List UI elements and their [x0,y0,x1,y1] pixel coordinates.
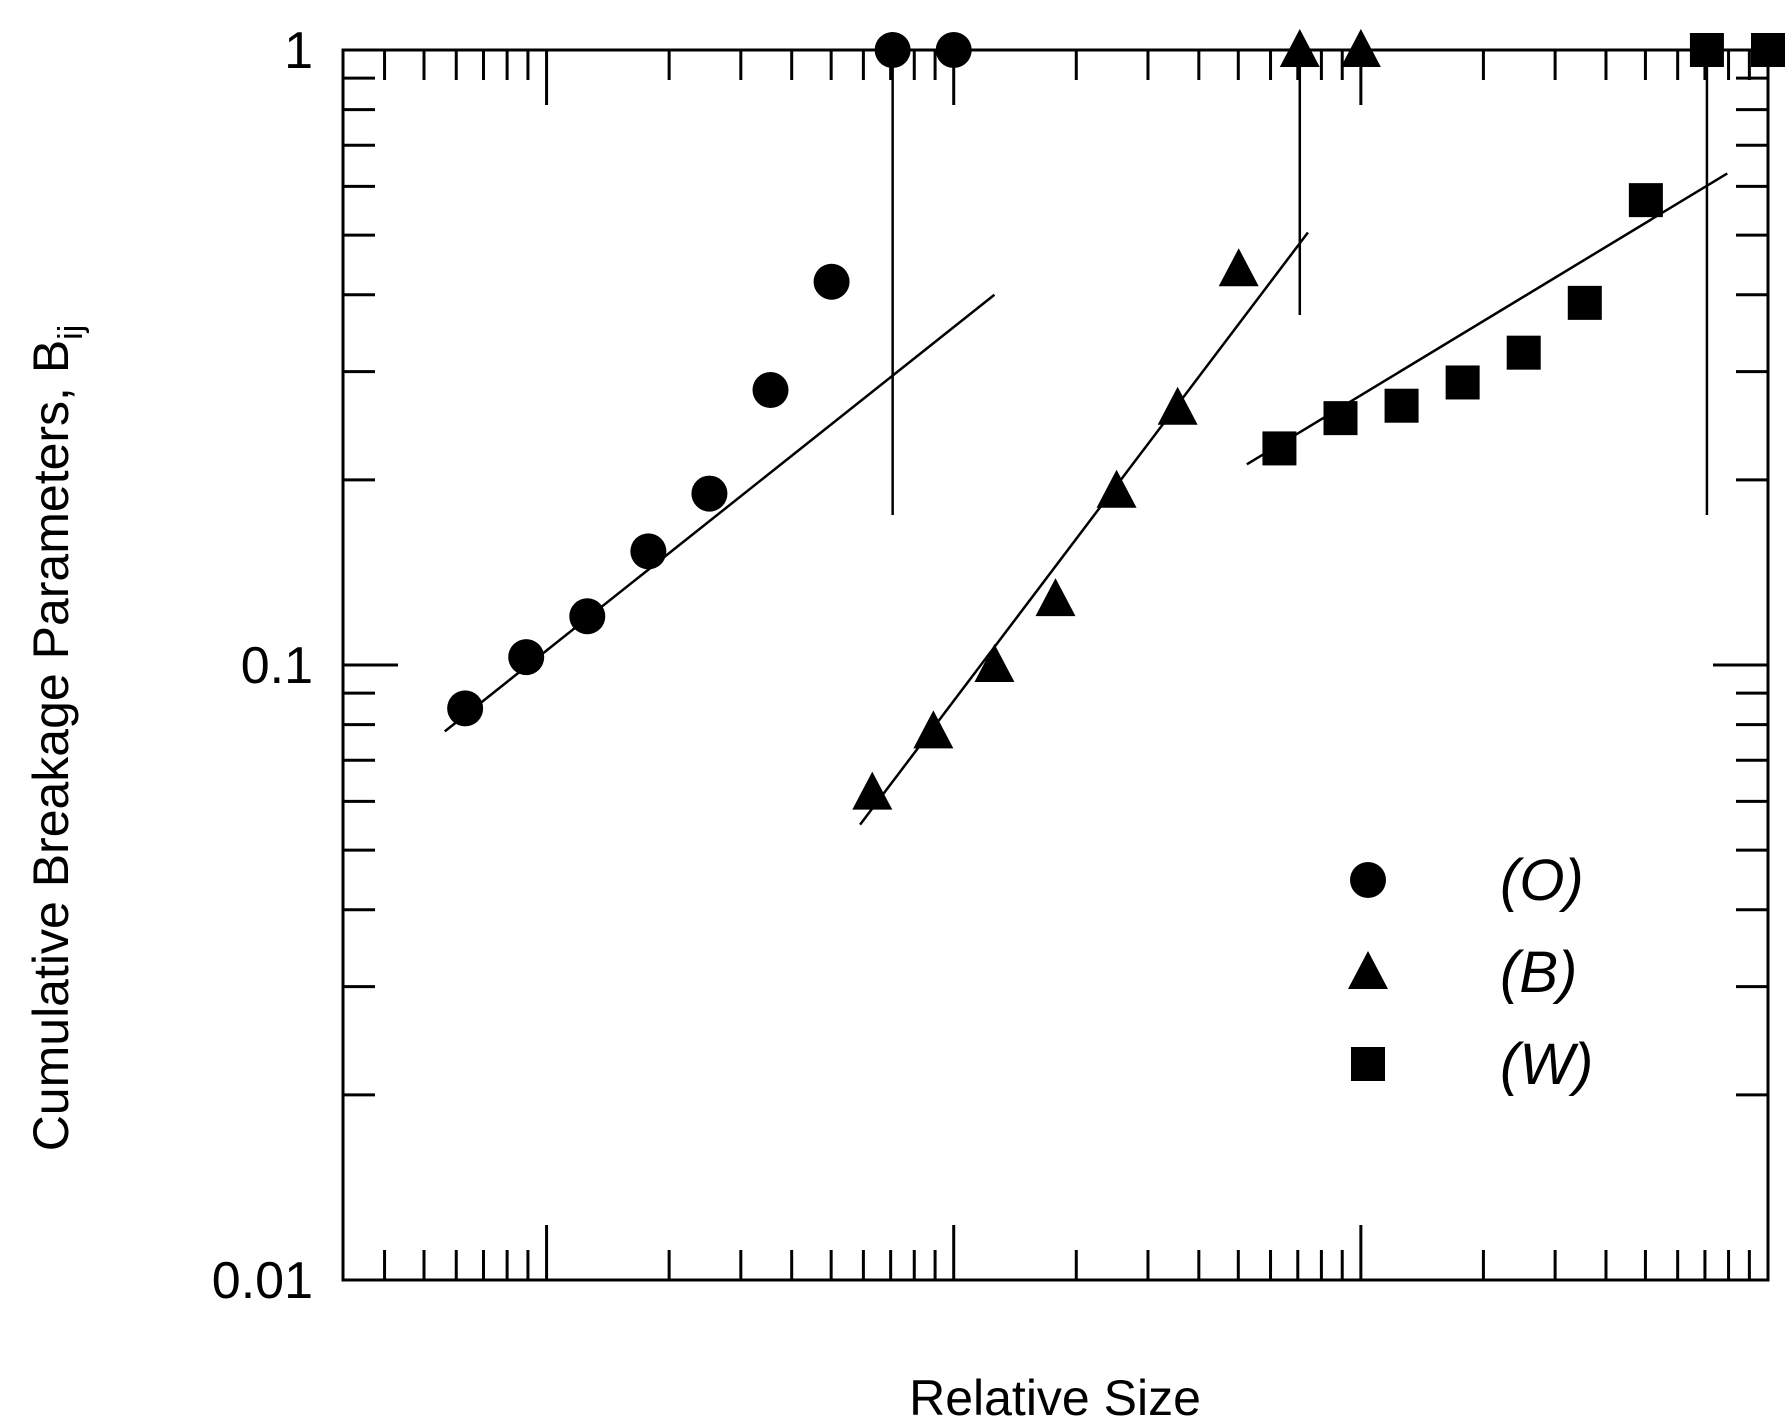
y-tick-label: 1 [284,22,313,80]
data-point-circle [447,690,484,727]
legend-marker-square [1351,1047,1385,1081]
data-point-circle [813,263,850,300]
data-point-triangle [852,771,893,810]
legend: (O) (B) (W) [1348,848,1593,1097]
y-axis-title-main: Cumulative Breakage Parameters, B [23,340,79,1151]
data-point-circle [874,32,911,68]
data-point-triangle [913,710,954,749]
data-point-square [1689,33,1724,67]
data-point-square [1506,335,1541,370]
axes [341,48,1770,1282]
y-axis-title-subscript: ij [52,325,90,340]
data-point-circle [935,32,972,68]
legend-label: (B) [1500,940,1577,1005]
data-point-square [1384,388,1419,423]
y-axis-title: Cumulative Breakage Parameters, Bij [23,325,90,1152]
data-point-circle [630,533,667,570]
data-point-square [1628,183,1663,218]
data-point-triangle [1279,29,1320,67]
y-tick-label: 0.1 [241,637,313,695]
legend-marker-triangle [1348,951,1388,989]
x-axis-title: Relative Size [909,1370,1201,1426]
data-point-square [1445,365,1480,400]
data-markers [447,29,1785,810]
data-point-circle [508,639,545,676]
data-point-triangle [1157,386,1198,425]
data-point-triangle [1096,469,1137,508]
reference-lines [891,50,1709,515]
y-tick-label: 0.01 [212,1252,313,1310]
legend-marker-circle [1350,862,1386,898]
data-point-circle [691,475,728,512]
data-point-triangle [1218,248,1259,287]
data-point-triangle [1035,578,1076,617]
data-point-square [1323,401,1358,436]
data-point-triangle [1340,29,1381,67]
data-point-circle [569,598,606,635]
data-point-square [1567,285,1602,320]
fit-lines [444,172,1728,826]
tick-labels: 1 0.1 0.01 [212,22,313,1310]
data-point-triangle [974,644,1015,682]
legend-label: (O) [1500,848,1584,913]
data-point-square [1751,33,1785,67]
data-point-circle [752,371,789,408]
data-point-square [1262,431,1297,466]
legend-label: (W) [1500,1032,1593,1097]
